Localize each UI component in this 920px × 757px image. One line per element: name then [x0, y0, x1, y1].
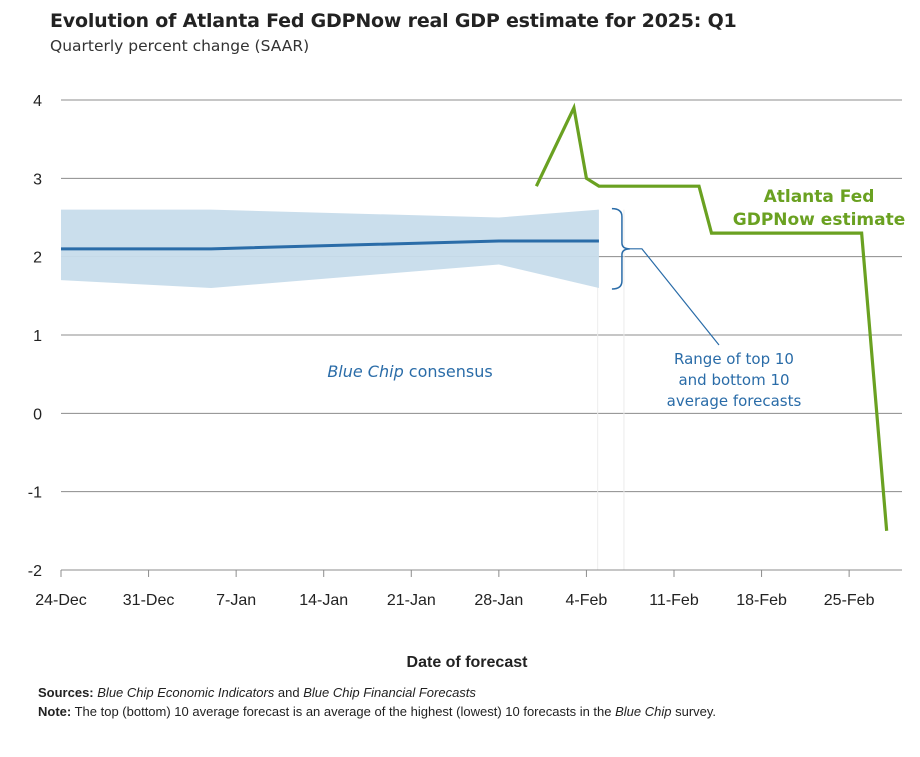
sources-label: Sources:	[38, 685, 94, 700]
y-tick-label: 1	[33, 328, 42, 345]
grid-lines	[61, 99, 902, 570]
x-axis: 24-Dec 31-Dec 7-Jan 14-Jan 21-Jan 28-Jan 4-Feb…	[35, 569, 902, 609]
gdpnow-label: GDPNow estimate	[733, 210, 906, 230]
gdpnow-line	[534, 102, 889, 531]
note-end: survey.	[671, 704, 717, 719]
x-tick-label: 18-Feb	[736, 592, 787, 609]
x-axis-title: Date of forecast	[406, 654, 528, 671]
y-tick-label: 4	[33, 93, 42, 110]
range-label: and bottom 10	[678, 371, 789, 389]
y-tick-label: 0	[33, 406, 42, 423]
x-tick-label: 25-Feb	[824, 592, 875, 609]
annotations: Atlanta Fed GDPNow estimate Blue Chip cons…	[327, 187, 905, 410]
range-band	[61, 209, 599, 288]
x-tick-label: 28-Jan	[474, 592, 523, 609]
x-tick-label: 4-Feb	[566, 592, 608, 609]
x-tick-label: 24-Dec	[35, 592, 87, 609]
note-line: Note: The top (bottom) 10 average foreca…	[38, 702, 858, 721]
chart-notes: Sources: Blue Chip Economic Indicators a…	[38, 683, 858, 721]
x-tick-label: 31-Dec	[123, 592, 175, 609]
y-tick-label: 2	[33, 250, 42, 267]
gdpnow-label: Atlanta Fed	[764, 187, 875, 207]
y-tick-label: -1	[28, 485, 42, 502]
chart-subtitle: Quarterly percent change (SAAR)	[50, 37, 310, 55]
note-text: The top (bottom) 10 average forecast is …	[71, 704, 616, 719]
consensus-label-rest: consensus	[404, 362, 493, 381]
x-tick-label: 7-Jan	[216, 592, 256, 609]
consensus-line	[61, 239, 599, 251]
sources-and: and	[274, 685, 304, 700]
x-tick-label: 14-Jan	[299, 592, 348, 609]
range-label: average forecasts	[667, 392, 802, 410]
consensus-label-italic: Blue Chip	[327, 362, 403, 381]
y-tick-label: 3	[33, 171, 42, 188]
consensus-label: Blue Chip consensus	[327, 362, 492, 381]
source-2: Blue Chip Financial Forecasts	[303, 685, 476, 700]
sources-line: Sources: Blue Chip Economic Indicators a…	[38, 683, 858, 702]
range-label: Range of top 10	[674, 350, 794, 368]
forecast-range-band	[61, 209, 599, 288]
source-1: Blue Chip Economic Indicators	[97, 685, 275, 700]
series-group	[60, 102, 889, 531]
note-label: Note:	[38, 704, 72, 719]
chart-title: Evolution of Atlanta Fed GDPNow real GDP…	[50, 10, 737, 32]
x-tick-label: 21-Jan	[387, 592, 436, 609]
y-axis: 4 3 2 1 0 -1 -2	[28, 93, 42, 580]
range-leader-line	[629, 248, 720, 346]
y-tick-label: -2	[28, 563, 42, 580]
note-italic: Blue Chip	[615, 704, 672, 719]
x-tick-label: 11-Feb	[649, 592, 699, 609]
range-brace	[611, 207, 630, 290]
